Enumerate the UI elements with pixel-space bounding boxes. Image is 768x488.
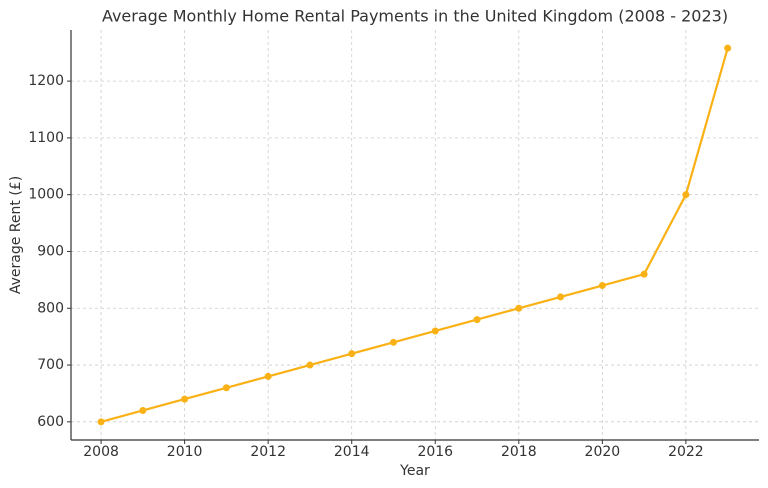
data-point — [431, 327, 439, 335]
y-tick-label: 1100 — [28, 130, 64, 146]
data-point — [139, 406, 147, 414]
x-tick-label: 2018 — [501, 444, 537, 460]
y-axis-label: Average Rent (£) — [8, 176, 24, 294]
data-point — [682, 191, 690, 199]
x-tick-label: 2012 — [250, 444, 286, 460]
x-tick-label: 2010 — [167, 444, 203, 460]
y-tick-label: 900 — [37, 243, 64, 259]
x-tick-label: 2014 — [334, 444, 370, 460]
data-point — [181, 395, 189, 403]
y-tick-label: 1000 — [28, 187, 64, 203]
data-point — [306, 361, 314, 369]
data-line — [100, 47, 729, 423]
chart-title: Average Monthly Home Rental Payments in … — [102, 7, 728, 26]
x-tick-label: 2008 — [83, 444, 119, 460]
data-point — [557, 293, 565, 301]
data-point — [640, 270, 648, 278]
data-point — [473, 316, 481, 324]
y-tick-label: 1200 — [28, 73, 64, 89]
y-tick-label: 600 — [37, 414, 64, 430]
data-point — [97, 418, 105, 426]
data-point — [724, 44, 732, 52]
y-tick-label: 800 — [37, 300, 64, 316]
data-point — [598, 282, 606, 290]
data-point — [389, 338, 397, 346]
y-tick-label: 700 — [37, 357, 64, 373]
x-axis-label: Year — [399, 463, 430, 479]
x-tick-label: 2022 — [668, 444, 704, 460]
data-point — [222, 384, 230, 392]
data-point — [515, 304, 523, 312]
data-point — [348, 350, 356, 358]
data-point — [264, 372, 272, 380]
x-tick-label: 2020 — [585, 444, 621, 460]
x-tick-label: 2016 — [417, 444, 453, 460]
